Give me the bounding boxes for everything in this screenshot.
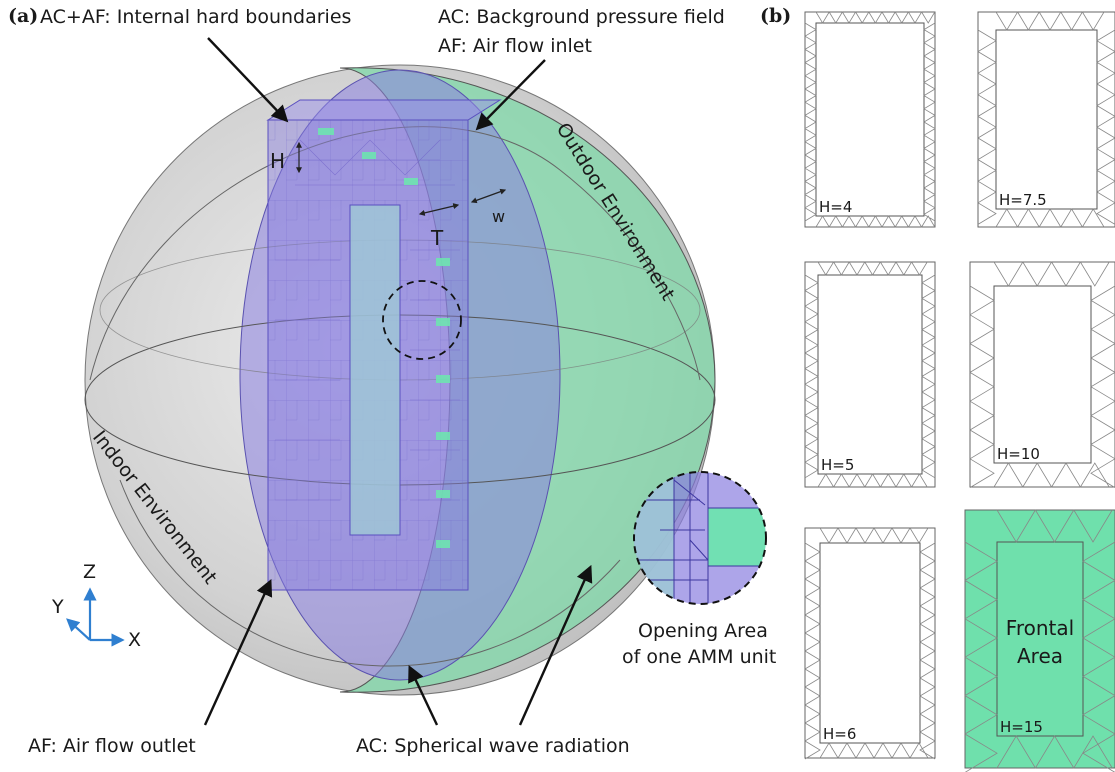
label-internal-boundaries: AC+AF: Internal hard boundaries bbox=[40, 6, 351, 28]
label-spherical-radiation: AC: Spherical wave radiation bbox=[356, 735, 630, 757]
z-axis-label: Z bbox=[83, 561, 96, 583]
amm-structure bbox=[266, 99, 502, 591]
frame-fins bbox=[804, 261, 936, 488]
y-axis-arrow bbox=[66, 618, 91, 641]
frame-fins bbox=[977, 11, 1115, 228]
x-axis-label: X bbox=[128, 629, 141, 651]
label-opening-area: Opening Area bbox=[638, 620, 768, 642]
frame-config-4: H=10 bbox=[969, 261, 1115, 488]
label-opening-area-unit: of one AMM unit bbox=[622, 646, 776, 668]
w-dimension-label: w bbox=[492, 207, 505, 226]
label-air-inlet: AF: Air flow inlet bbox=[438, 35, 592, 57]
t-dimension-arrow bbox=[418, 203, 460, 216]
arrow-radiation-right bbox=[518, 564, 593, 726]
frame-config-2: H=7.5 bbox=[977, 11, 1115, 228]
configuration-grid: H=4 H=7.5 H=5 H=10 H=6 H=15 Frontal Area bbox=[804, 11, 1115, 772]
w-dimension-arrow bbox=[470, 188, 507, 204]
frontal-area-fill bbox=[965, 510, 1115, 768]
panel-a: H T w (a) AC+AF: Internal hard boundarie… bbox=[8, 5, 776, 757]
h-dimension-label: H bbox=[270, 149, 285, 173]
frame-height-label: H=7.5 bbox=[999, 191, 1047, 209]
meridian-arc bbox=[89, 126, 701, 381]
frame-fins bbox=[804, 527, 936, 760]
frontal-label-line-2: Area bbox=[1017, 644, 1063, 668]
frontal-label-line-1: Frontal bbox=[1006, 616, 1074, 640]
t-dimension-label: T bbox=[430, 226, 444, 250]
opening-area-highlight bbox=[707, 507, 766, 567]
frame-height-label: H=10 bbox=[997, 445, 1040, 463]
frame-config-6: H=15 Frontal Area bbox=[964, 509, 1115, 772]
meridian-arc-2 bbox=[119, 479, 621, 667]
frame-height-label: H=4 bbox=[819, 198, 852, 216]
panel-b-tag: (b) bbox=[760, 5, 791, 27]
frame-config-3: H=5 bbox=[804, 261, 936, 488]
y-axis-label: Y bbox=[51, 596, 64, 618]
frame-config-1: H=4 bbox=[804, 11, 936, 228]
panel-b: (b) H=4 H=7.5 H=5 H=10 H=6 H=15 Frontal Area bbox=[760, 5, 1115, 772]
arrow-radiation-left bbox=[408, 664, 439, 726]
arrow-air-inlet bbox=[475, 59, 546, 131]
label-background-pressure: AC: Background pressure field bbox=[438, 6, 725, 28]
frame-fins bbox=[964, 509, 1115, 772]
arrow-air-outlet bbox=[203, 578, 273, 726]
highlight-circle bbox=[382, 280, 462, 360]
frame-height-label: H=15 bbox=[1000, 718, 1043, 736]
frame-fins bbox=[804, 11, 936, 228]
frame-height-label: H=5 bbox=[821, 456, 854, 474]
frame-config-5: H=6 bbox=[804, 527, 936, 760]
label-air-outlet: AF: Air flow outlet bbox=[28, 735, 196, 757]
opening-zoom-inset bbox=[633, 471, 767, 605]
frame-fins bbox=[969, 261, 1115, 488]
arrow-internal-boundaries bbox=[207, 37, 289, 123]
panel-a-tag: (a) bbox=[8, 5, 38, 27]
frame-opening bbox=[349, 204, 401, 536]
coordinate-axes: Z Y X bbox=[51, 561, 141, 651]
frame-height-label: H=6 bbox=[823, 725, 856, 743]
